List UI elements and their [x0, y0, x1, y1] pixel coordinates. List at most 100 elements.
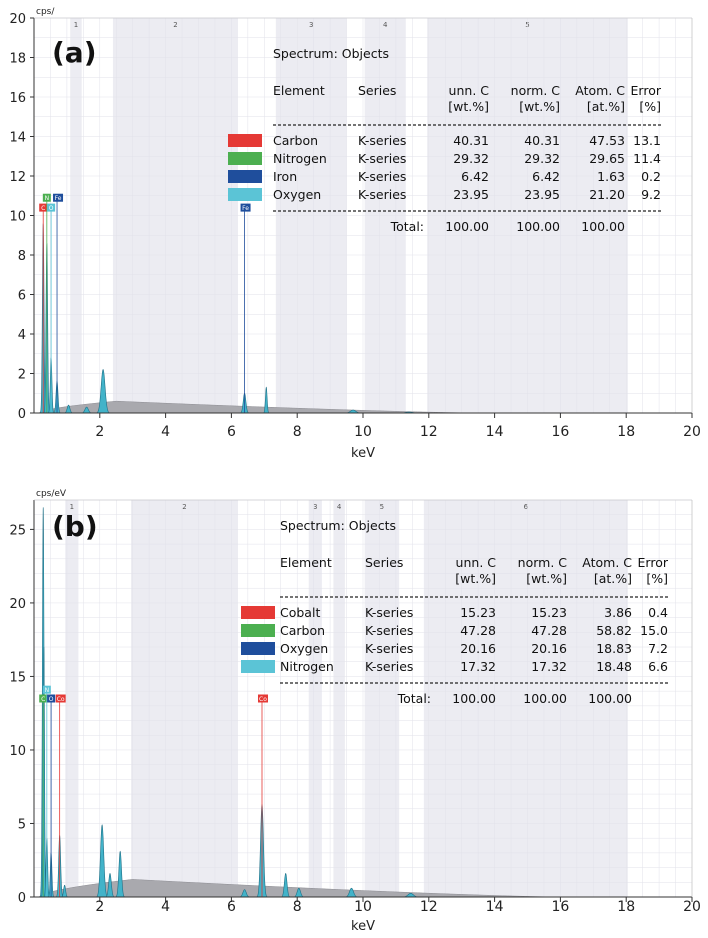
legend-swatch: [228, 188, 262, 201]
total-norm: 100.00: [516, 219, 560, 234]
row-series: K-series: [358, 151, 406, 166]
y-tick-label: 0: [18, 891, 26, 906]
row-norm: 29.32: [524, 151, 560, 166]
header-error: Error: [631, 83, 662, 98]
quant-table: Spectrum: Objects Element Series unn. C norm…: [228, 46, 662, 234]
table-title: Spectrum: Objects: [273, 46, 389, 61]
marker-tag: [257, 694, 268, 703]
region-band: [308, 500, 322, 897]
row-atom: 18.83: [596, 641, 632, 656]
total-label: Total:: [390, 219, 424, 234]
row-norm: 23.95: [524, 187, 560, 202]
row-unn: 29.32: [453, 151, 489, 166]
x-tick-label: 2: [95, 899, 104, 915]
y-tick-label: 20: [9, 12, 26, 27]
row-error: 13.1: [633, 133, 661, 148]
y-tick-label: 25: [9, 523, 26, 538]
row-unn: 17.32: [460, 659, 496, 674]
unit-error: [%]: [639, 99, 661, 114]
marker-tag: [42, 193, 51, 202]
row-error: 0.2: [641, 169, 661, 184]
marker-tag: [55, 694, 66, 703]
y-axis-label: cps/eV: [36, 489, 67, 499]
marker-label: Fe: [242, 205, 249, 212]
row-unn: 23.95: [453, 187, 489, 202]
marker-label: N: [45, 687, 50, 694]
marker-label: O: [49, 696, 54, 703]
marker-tag: [47, 694, 56, 703]
row-element: Carbon: [280, 623, 325, 638]
x-axis-label: keV: [351, 919, 375, 934]
row-element: Carbon: [273, 133, 318, 148]
region-label: 1: [74, 21, 78, 29]
region-label: 2: [173, 21, 177, 29]
unit-norm: [wt.%]: [519, 99, 560, 114]
x-tick-label: 4: [161, 899, 170, 915]
row-unn: 47.28: [460, 623, 496, 638]
row-unn: 15.23: [460, 605, 496, 620]
row-series: K-series: [365, 605, 413, 620]
table-title: Spectrum: Objects: [280, 518, 396, 533]
panel-label: (b): [52, 510, 98, 543]
marker-label: N: [45, 195, 50, 202]
background-continuum: [38, 400, 479, 414]
total-norm: 100.00: [523, 691, 567, 706]
y-tick-label: 2: [18, 368, 26, 383]
marker-tag: [53, 193, 64, 202]
x-tick-label: 12: [420, 899, 438, 915]
x-tick-label: 14: [486, 424, 504, 440]
row-atom: 29.65: [589, 151, 625, 166]
region-band: [333, 500, 345, 897]
unit-unn: [wt.%]: [455, 571, 496, 586]
header-unn: unn. C: [456, 555, 497, 570]
region-label: 3: [309, 21, 313, 29]
region-band: [364, 500, 400, 897]
x-tick-label: 4: [161, 424, 170, 440]
marker-tag: [39, 203, 48, 212]
marker-label: Co: [57, 696, 65, 703]
row-element: Nitrogen: [273, 151, 327, 166]
y-tick-label: 10: [9, 210, 26, 225]
header-atom: Atom. C: [582, 555, 632, 570]
row-unn: 20.16: [460, 641, 496, 656]
total-atom: 100.00: [581, 219, 625, 234]
row-norm: 6.42: [532, 169, 560, 184]
marker-tag: [42, 685, 51, 694]
row-atom: 3.86: [604, 605, 632, 620]
marker-tag: [47, 203, 56, 212]
region-label: 3: [313, 503, 317, 511]
header-unn: unn. C: [449, 83, 490, 98]
marker-label: Fe: [55, 195, 62, 202]
header-series: Series: [365, 555, 403, 570]
row-element: Oxygen: [273, 187, 321, 202]
legend-swatch: [241, 606, 275, 619]
row-series: K-series: [365, 659, 413, 674]
region-label: 6: [524, 503, 529, 511]
marker-label: Co: [259, 696, 267, 703]
row-error: 9.2: [641, 187, 661, 202]
unit-unn: [wt.%]: [448, 99, 489, 114]
unit-atom: [at.%]: [594, 571, 632, 586]
row-error: 6.6: [648, 659, 668, 674]
header-norm: norm. C: [518, 555, 568, 570]
x-tick-label: 8: [293, 424, 302, 440]
y-tick-label: 20: [9, 597, 26, 612]
legend-swatch: [241, 660, 275, 673]
y-tick-label: 15: [9, 670, 26, 685]
region-label: 4: [337, 503, 342, 511]
row-element: Nitrogen: [280, 659, 334, 674]
y-tick-label: 14: [9, 131, 26, 146]
row-error: 0.4: [648, 605, 668, 620]
row-series: K-series: [365, 641, 413, 656]
x-tick-label: 8: [293, 899, 302, 915]
y-tick-label: 8: [18, 249, 26, 264]
x-tick-label: 10: [354, 899, 372, 915]
legend-swatch: [228, 134, 262, 147]
row-series: K-series: [358, 187, 406, 202]
background-continuum: [38, 879, 561, 898]
spectrum-peak: [114, 850, 126, 898]
row-element: Oxygen: [280, 641, 328, 656]
legend-swatch: [228, 152, 262, 165]
